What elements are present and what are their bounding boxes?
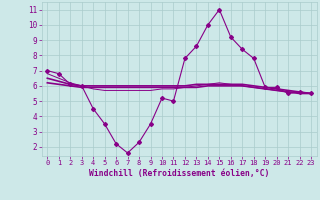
X-axis label: Windchill (Refroidissement éolien,°C): Windchill (Refroidissement éolien,°C)	[89, 169, 269, 178]
